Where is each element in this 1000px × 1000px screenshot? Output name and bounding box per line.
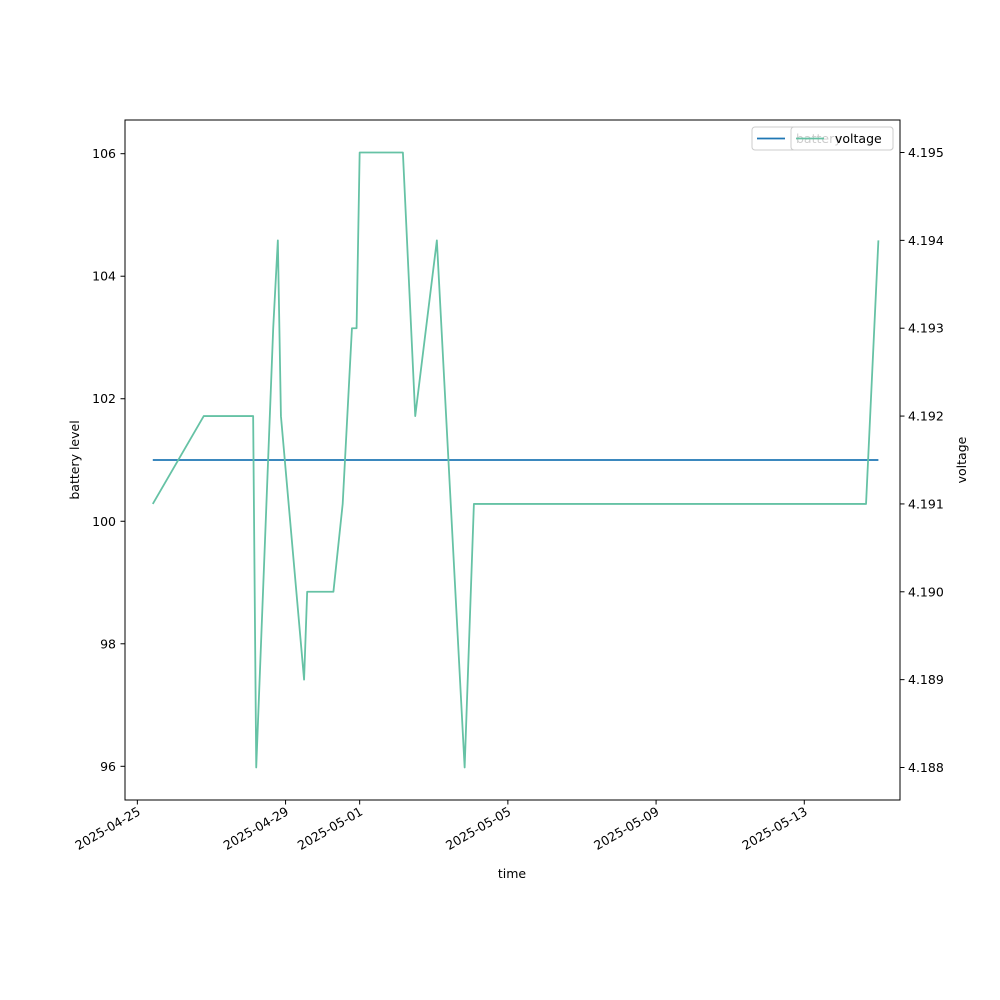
series-line-voltage — [152, 151, 880, 769]
x-axis-title: time — [498, 866, 527, 881]
right-y-axis-title: voltage — [954, 436, 969, 483]
legend-label-voltage: voltage — [835, 131, 882, 146]
left-y-tick-label: 106 — [92, 146, 116, 161]
legend-box-voltage: voltage — [790, 126, 894, 151]
right-y-tick-label: 4.193 — [908, 321, 944, 336]
left-y-tick-label: 104 — [92, 269, 116, 284]
plot-area — [152, 151, 880, 769]
right-y-tick-label: 4.195 — [908, 145, 944, 160]
right-y-tick-label: 4.194 — [908, 233, 944, 248]
right-y-tick-label: 4.188 — [908, 760, 944, 775]
plot-frame — [124, 119, 901, 801]
left-y-axis-title: battery level — [67, 420, 82, 499]
left-y-tick-label: 96 — [100, 759, 116, 774]
left-y-tick-label: 98 — [100, 636, 116, 651]
left-y-tick-label: 102 — [92, 391, 116, 406]
left-y-tick-label: 100 — [92, 514, 116, 529]
right-y-tick-label: 4.192 — [908, 409, 944, 424]
right-y-tick-label: 4.189 — [908, 672, 944, 687]
legend: batteryvoltage — [751, 126, 894, 151]
right-y-tick-label: 4.191 — [908, 496, 944, 511]
right-y-tick-label: 4.190 — [908, 584, 944, 599]
legend-frame — [790, 126, 894, 151]
